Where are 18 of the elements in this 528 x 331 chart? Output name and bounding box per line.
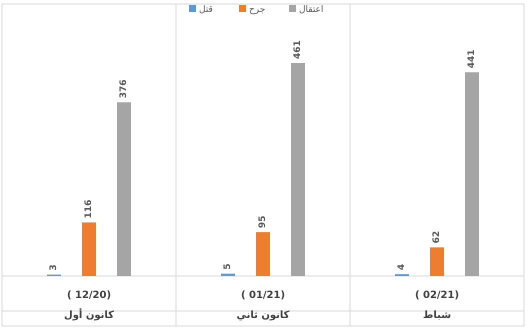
legend-label: قتل [199,5,213,15]
data-label: 376 [119,79,129,98]
data-label: 461 [293,40,303,59]
legend-label: اعتقال [299,5,324,15]
data-label: 62 [432,230,442,244]
bar [256,232,270,276]
legend-label: جرح [249,5,266,15]
bar [117,102,131,276]
bar [465,72,479,276]
data-label: 3 [49,264,59,271]
data-label: 116 [84,200,94,218]
bar [82,222,96,276]
data-label: 441 [467,49,477,68]
bar [291,63,305,276]
data-label: 95 [258,216,268,228]
data-label: 5 [223,263,233,270]
bar [430,247,444,276]
data-label: 4 [397,264,407,270]
